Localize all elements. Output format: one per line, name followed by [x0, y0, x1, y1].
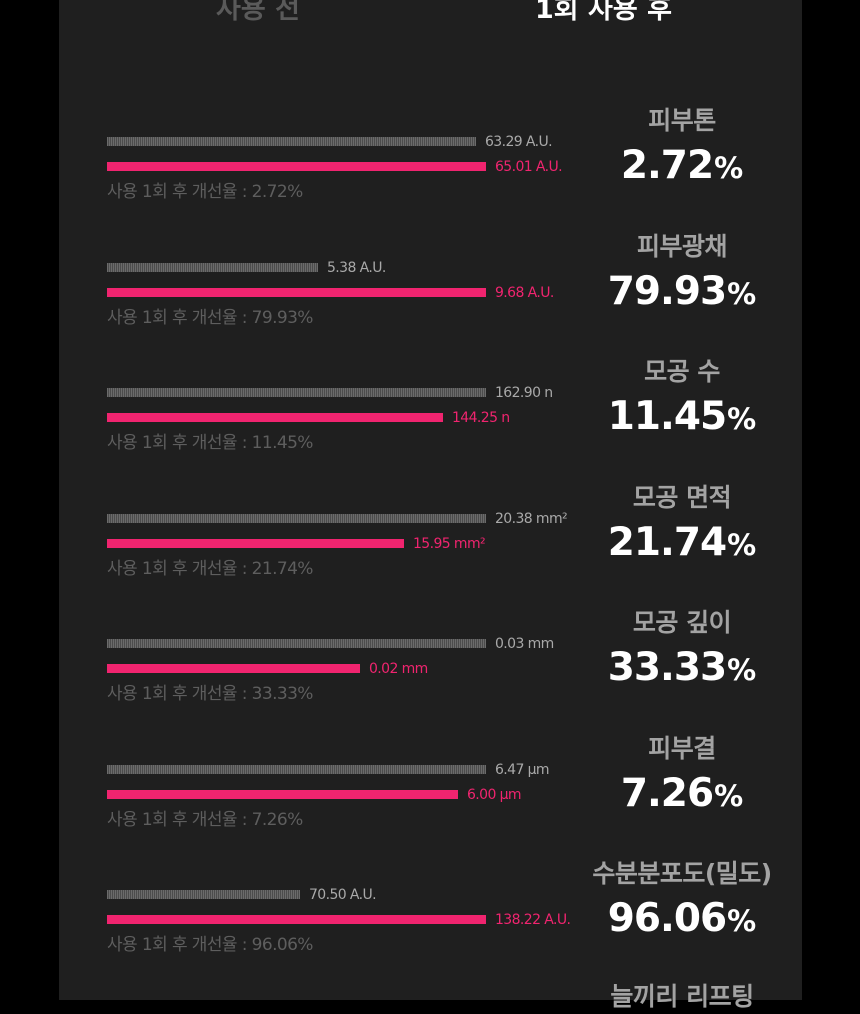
after-bar	[107, 413, 443, 422]
percent-sign: %	[714, 151, 744, 185]
improvement-value: 79.93	[607, 269, 727, 314]
percent-sign: %	[727, 277, 757, 311]
before-bar	[107, 263, 318, 272]
percent-sign: %	[727, 402, 757, 436]
improvement-value: 96.06	[607, 896, 727, 941]
improvement-note: 사용 1회 후 개선율 : 2.72%	[107, 182, 303, 202]
improvement-value: 21.74	[607, 520, 727, 565]
metric-row: 63.29 A.U. 65.01 A.U. 사용 1회 후 개선율 : 2.72% 피…	[0, 0, 860, 202]
percent-sign: %	[714, 779, 744, 813]
metric-row: 6.47 μm 6.00 μm 사용 1회 후 개선율 : 7.26% 피부결 7.26…	[0, 628, 860, 830]
improvement-value: 2.72	[620, 143, 714, 188]
metric-name: 모공 깊이	[632, 608, 732, 637]
before-value-label: 6.47 μm	[495, 762, 550, 778]
improvement-percent: 2.72%	[621, 143, 743, 196]
improvement-note: 사용 1회 후 개선율 : 7.26%	[107, 810, 303, 830]
after-value-label: 0.02 mm	[369, 661, 428, 677]
improvement-percent: 96.06%	[608, 896, 756, 949]
metric-row: 0.03 mm 0.02 mm 사용 1회 후 개선율 : 33.33% 모공 깊이 3…	[0, 502, 860, 704]
improvement-note: 사용 1회 후 개선율 : 21.74%	[107, 559, 313, 579]
improvement-value: 11.45	[607, 394, 727, 439]
after-value-label: 138.22 A.U.	[495, 912, 571, 928]
after-value-label: 9.68 A.U.	[495, 285, 554, 301]
before-value-label: 20.38 mm²	[495, 511, 568, 527]
before-bar	[107, 137, 476, 146]
metric-name-partial: 늘끼리 리프팅	[610, 982, 754, 1011]
improvement-percent: 21.74%	[608, 520, 756, 573]
improvement-percent: 7.26%	[621, 771, 743, 824]
metric-row: 20.38 mm² 15.95 mm² 사용 1회 후 개선율 : 21.74% 모공…	[0, 377, 860, 579]
improvement-value: 33.33	[607, 645, 727, 690]
metric-name: 모공 수	[644, 357, 720, 386]
metric-name: 피부광채	[636, 232, 728, 261]
before-value-label: 5.38 A.U.	[327, 260, 386, 276]
metric-row: 70.50 A.U. 138.22 A.U. 사용 1회 후 개선율 : 96.06…	[0, 753, 860, 955]
improvement-note: 사용 1회 후 개선율 : 11.45%	[107, 433, 313, 453]
before-value-label: 63.29 A.U.	[485, 134, 553, 150]
percent-sign: %	[727, 904, 757, 938]
improvement-percent: 79.93%	[608, 269, 756, 322]
after-bar	[107, 162, 486, 171]
before-bar	[107, 765, 486, 774]
after-usage-header: 1회 사용 후	[535, 0, 672, 25]
after-bar	[107, 664, 360, 673]
improvement-note: 사용 1회 후 개선율 : 33.33%	[107, 684, 313, 704]
after-bar	[107, 790, 458, 799]
before-bar	[107, 514, 486, 523]
after-bar	[107, 539, 404, 548]
after-value-label: 144.25 n	[452, 410, 510, 426]
before-value-label: 162.90 n	[495, 385, 553, 401]
after-bar	[107, 288, 486, 297]
after-value-label: 15.95 mm²	[413, 536, 486, 552]
improvement-percent: 33.33%	[608, 645, 756, 698]
metric-name: 피부결	[648, 734, 716, 763]
metric-name: 모공 면적	[632, 483, 732, 512]
improvement-percent: 11.45%	[608, 394, 756, 447]
percent-sign: %	[727, 653, 757, 687]
after-value-label: 6.00 μm	[467, 787, 522, 803]
metric-row: 162.90 n 144.25 n 사용 1회 후 개선율 : 11.45% 모공 수…	[0, 251, 860, 453]
metric-name: 피부톤	[648, 106, 716, 135]
before-value-label: 0.03 mm	[495, 636, 554, 652]
after-bar	[107, 915, 486, 924]
after-value-label: 65.01 A.U.	[495, 159, 563, 175]
metric-row: 5.38 A.U. 9.68 A.U. 사용 1회 후 개선율 : 79.93% 피부…	[0, 126, 860, 328]
before-bar	[107, 639, 486, 648]
before-value-label: 70.50 A.U.	[309, 887, 377, 903]
before-bar	[107, 890, 300, 899]
before-bar	[107, 388, 486, 397]
percent-sign: %	[727, 528, 757, 562]
improvement-note: 사용 1회 후 개선율 : 79.93%	[107, 308, 313, 328]
before-usage-header: 사용 전	[216, 0, 300, 25]
improvement-value: 7.26	[620, 771, 714, 816]
metric-name: 수분분포도(밀도)	[592, 859, 772, 888]
improvement-note: 사용 1회 후 개선율 : 96.06%	[107, 935, 313, 955]
